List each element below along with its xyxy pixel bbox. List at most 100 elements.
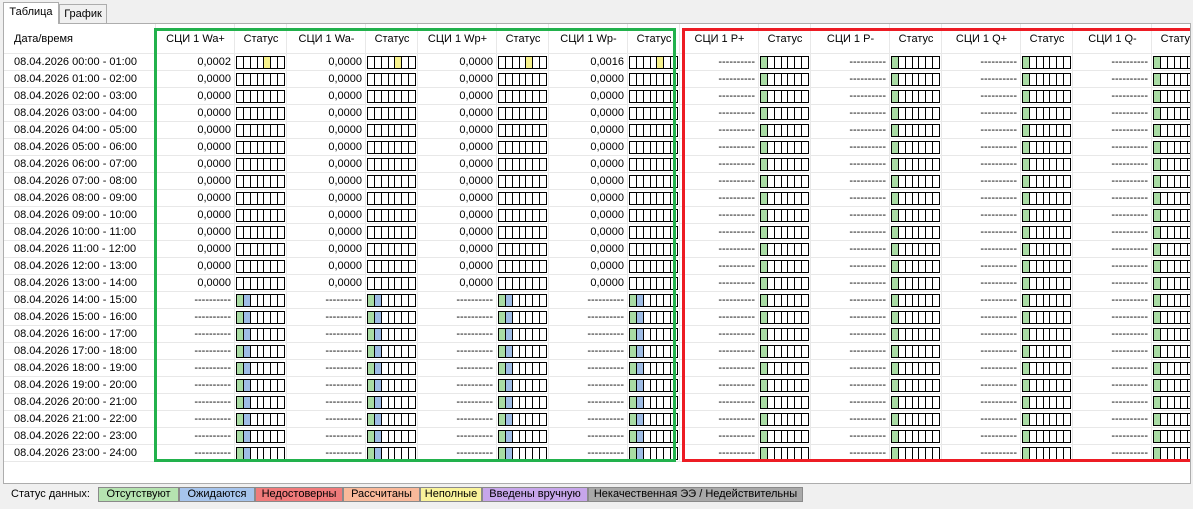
header-channel-5[interactable]: СЦИ 1 P+ [694, 33, 745, 45]
value-cell[interactable]: ---------- [718, 328, 755, 340]
header-channel-1[interactable]: СЦИ 1 Wa+ [166, 33, 225, 45]
value-cell[interactable]: ---------- [194, 413, 231, 425]
value-cell[interactable]: 0,0000 [590, 209, 624, 221]
value-cell[interactable]: ---------- [1111, 260, 1148, 272]
value-cell[interactable]: ---------- [849, 141, 886, 153]
header-status[interactable]: Статус [898, 33, 934, 45]
value-cell[interactable]: ---------- [194, 345, 231, 357]
value-cell[interactable]: ---------- [1111, 124, 1148, 136]
value-cell[interactable]: ---------- [980, 124, 1017, 136]
value-cell[interactable]: ---------- [718, 277, 755, 289]
header-status[interactable]: Статус [1029, 33, 1065, 45]
value-cell[interactable]: ---------- [980, 107, 1017, 119]
value-cell[interactable]: ---------- [587, 294, 624, 306]
value-cell[interactable]: 0,0000 [328, 107, 362, 119]
value-cell[interactable]: 0,0000 [328, 141, 362, 153]
value-cell[interactable]: ---------- [325, 430, 362, 442]
value-cell[interactable]: ---------- [718, 345, 755, 357]
value-cell[interactable]: ---------- [194, 294, 231, 306]
value-cell[interactable]: 0,0016 [590, 56, 624, 68]
value-cell[interactable]: 0,0000 [197, 192, 231, 204]
value-cell[interactable]: ---------- [325, 362, 362, 374]
value-cell[interactable]: ---------- [980, 158, 1017, 170]
value-cell[interactable]: ---------- [1111, 430, 1148, 442]
value-cell[interactable]: ---------- [456, 362, 493, 374]
value-cell[interactable]: ---------- [849, 328, 886, 340]
value-cell[interactable]: ---------- [456, 294, 493, 306]
value-cell[interactable]: 0,0000 [197, 277, 231, 289]
value-cell[interactable]: ---------- [1111, 413, 1148, 425]
value-cell[interactable]: 0,0000 [590, 192, 624, 204]
value-cell[interactable]: ---------- [194, 430, 231, 442]
value-cell[interactable]: ---------- [456, 413, 493, 425]
value-cell[interactable]: ---------- [194, 362, 231, 374]
value-cell[interactable]: ---------- [849, 73, 886, 85]
value-cell[interactable]: 0,0000 [459, 56, 493, 68]
value-cell[interactable]: ---------- [849, 209, 886, 221]
value-cell[interactable]: ---------- [849, 124, 886, 136]
value-cell[interactable]: ---------- [1111, 107, 1148, 119]
value-cell[interactable]: ---------- [325, 328, 362, 340]
value-cell[interactable]: ---------- [1111, 226, 1148, 238]
header-channel-7[interactable]: СЦИ 1 Q+ [955, 33, 1008, 45]
value-cell[interactable]: ---------- [1111, 447, 1148, 459]
value-cell[interactable]: ---------- [849, 396, 886, 408]
value-cell[interactable]: 0,0000 [328, 56, 362, 68]
value-cell[interactable]: ---------- [325, 345, 362, 357]
value-cell[interactable]: 0,0000 [197, 73, 231, 85]
value-cell[interactable]: ---------- [849, 379, 886, 391]
value-cell[interactable]: ---------- [587, 345, 624, 357]
value-cell[interactable]: 0,0000 [197, 209, 231, 221]
tab-table[interactable]: Таблица [3, 2, 59, 24]
value-cell[interactable]: ---------- [980, 226, 1017, 238]
value-cell[interactable]: 0,0000 [197, 141, 231, 153]
value-cell[interactable]: ---------- [1111, 345, 1148, 357]
value-cell[interactable]: ---------- [1111, 396, 1148, 408]
value-cell[interactable]: 0,0000 [459, 158, 493, 170]
value-cell[interactable]: ---------- [194, 328, 231, 340]
value-cell[interactable]: ---------- [849, 413, 886, 425]
value-cell[interactable]: ---------- [849, 260, 886, 272]
value-cell[interactable]: 0,0000 [590, 73, 624, 85]
value-cell[interactable]: 0,0000 [590, 124, 624, 136]
value-cell[interactable]: ---------- [849, 107, 886, 119]
value-cell[interactable]: ---------- [587, 379, 624, 391]
value-cell[interactable]: 0,0000 [459, 260, 493, 272]
value-cell[interactable]: ---------- [849, 192, 886, 204]
value-cell[interactable]: ---------- [980, 396, 1017, 408]
value-cell[interactable]: 0,0000 [590, 243, 624, 255]
value-cell[interactable]: 0,0000 [590, 90, 624, 102]
value-cell[interactable]: ---------- [980, 73, 1017, 85]
header-channel-3[interactable]: СЦИ 1 Wp+ [427, 33, 488, 45]
value-cell[interactable]: ---------- [1111, 90, 1148, 102]
value-cell[interactable]: ---------- [194, 311, 231, 323]
value-cell[interactable]: ---------- [1111, 277, 1148, 289]
header-channel-8[interactable]: СЦИ 1 Q- [1088, 33, 1137, 45]
value-cell[interactable]: ---------- [980, 447, 1017, 459]
value-cell[interactable]: 0,0000 [459, 209, 493, 221]
value-cell[interactable]: 0,0000 [459, 141, 493, 153]
value-cell[interactable]: 0,0000 [328, 192, 362, 204]
value-cell[interactable]: 0,0000 [459, 107, 493, 119]
value-cell[interactable]: 0,0000 [590, 226, 624, 238]
value-cell[interactable]: ---------- [325, 379, 362, 391]
value-cell[interactable]: 0,0000 [197, 175, 231, 187]
value-cell[interactable]: 0,0000 [328, 277, 362, 289]
value-cell[interactable]: ---------- [718, 294, 755, 306]
value-cell[interactable]: 0,0000 [459, 277, 493, 289]
value-cell[interactable]: 0,0000 [328, 124, 362, 136]
value-cell[interactable]: ---------- [718, 209, 755, 221]
value-cell[interactable]: ---------- [980, 209, 1017, 221]
value-cell[interactable]: ---------- [718, 175, 755, 187]
value-cell[interactable]: ---------- [325, 311, 362, 323]
value-cell[interactable]: ---------- [980, 141, 1017, 153]
header-channel-6[interactable]: СЦИ 1 P- [826, 33, 875, 45]
value-cell[interactable]: 0,0000 [590, 107, 624, 119]
value-cell[interactable]: ---------- [980, 192, 1017, 204]
header-channel-4[interactable]: СЦИ 1 Wp- [560, 33, 617, 45]
value-cell[interactable]: ---------- [325, 413, 362, 425]
value-cell[interactable]: ---------- [980, 311, 1017, 323]
value-cell[interactable]: ---------- [980, 328, 1017, 340]
value-cell[interactable]: 0,0000 [590, 175, 624, 187]
value-cell[interactable]: ---------- [1111, 362, 1148, 374]
